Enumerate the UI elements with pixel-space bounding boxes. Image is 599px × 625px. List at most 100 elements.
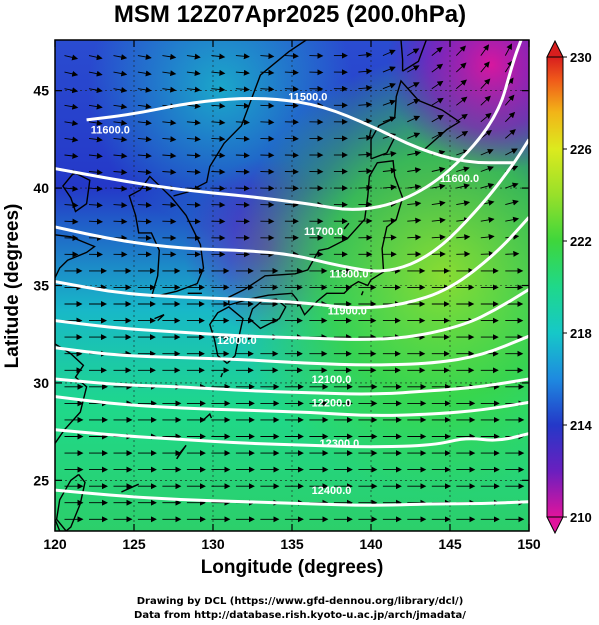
wind-vector — [480, 112, 492, 123]
wind-vector — [88, 70, 103, 77]
wind-vector — [137, 202, 152, 209]
coastline-segment — [400, 40, 404, 72]
wind-vector — [382, 99, 396, 106]
wind-vector — [505, 129, 516, 139]
wind-vector — [431, 131, 445, 139]
wind-vector — [162, 152, 177, 159]
wind-vector — [113, 136, 128, 143]
wind-vector — [235, 69, 250, 76]
y-tick-label: 40 — [33, 180, 49, 196]
coastline-segment — [402, 40, 427, 72]
wind-vector — [456, 234, 471, 241]
wind-vector — [480, 250, 495, 257]
wind-vector — [186, 185, 201, 192]
y-axis-ticks: 25 30 35 40 45 — [33, 83, 529, 488]
wind-vector — [456, 183, 470, 190]
wind-vector — [64, 54, 79, 61]
wind-vector — [382, 217, 397, 224]
wind-vector — [260, 53, 275, 60]
wind-vector — [162, 86, 177, 93]
colorbar-tick-label: 222 — [570, 234, 592, 249]
wind-vector — [64, 136, 79, 143]
wind-vector — [504, 94, 515, 106]
wind-vector — [186, 152, 201, 159]
x-tick-label: 145 — [438, 536, 462, 552]
wind-vector — [235, 119, 250, 126]
wind-vector — [407, 132, 421, 139]
wind-vector — [137, 169, 152, 176]
wind-vector — [235, 152, 250, 159]
wind-vector — [358, 85, 373, 92]
wind-vector — [235, 102, 250, 109]
x-tick-label: 140 — [359, 536, 383, 552]
wind-vector — [456, 79, 467, 90]
wind-vector — [358, 168, 373, 175]
wind-vector — [480, 233, 495, 240]
wind-vector — [162, 201, 177, 208]
wind-vector — [113, 54, 128, 61]
wind-vector — [235, 53, 250, 60]
wind-vector — [431, 80, 444, 90]
wind-vector — [113, 87, 128, 93]
colorbar-tick-label: 218 — [570, 326, 592, 341]
wind-vector — [88, 87, 103, 94]
wind-vector — [480, 149, 494, 156]
wind-vector — [113, 119, 128, 126]
wind-vector — [113, 152, 128, 159]
coastline-segment — [209, 306, 244, 364]
wind-vector — [382, 83, 396, 90]
wind-vector — [64, 185, 79, 192]
wind-vector — [137, 119, 152, 126]
wind-vector — [480, 78, 491, 90]
contour-line-12000 — [55, 334, 529, 367]
wind-vector — [358, 51, 373, 58]
wind-vector — [358, 134, 373, 141]
wind-vector — [186, 119, 201, 126]
wind-vector — [88, 202, 103, 209]
y-tick-label: 30 — [33, 375, 49, 391]
wind-vector — [162, 119, 177, 126]
wind-vector — [382, 184, 397, 191]
credit-line-1: Drawing by DCL (https://www.gfd-dennou.o… — [137, 596, 464, 607]
coastline-segment — [55, 473, 86, 531]
wind-vector — [480, 130, 493, 139]
contour-label: 11600.0 — [440, 173, 479, 185]
wind-vector — [407, 65, 420, 73]
wind-vector — [162, 136, 177, 143]
wind-vector — [211, 53, 226, 60]
wind-vector — [480, 95, 491, 106]
wind-vector — [211, 86, 226, 93]
x-tick-label: 125 — [122, 536, 146, 552]
wind-vector — [407, 115, 421, 123]
contour-line-12400 — [55, 488, 529, 507]
wind-vector — [505, 148, 518, 156]
wind-vector — [431, 217, 446, 224]
contour-labels: 11500.0 11600.0 11600.0 11700.0 11800.0 11900… — [91, 91, 479, 497]
wind-vector — [137, 152, 152, 159]
wind-vector — [211, 185, 226, 192]
wind-vector — [480, 216, 495, 223]
wind-vector — [260, 69, 275, 76]
wind-vector — [407, 99, 420, 106]
wind-vector — [407, 184, 422, 190]
wind-vector — [137, 103, 152, 110]
wind-vector — [113, 185, 128, 192]
wind-vector — [407, 234, 422, 241]
plot-area: 11500.0 11600.0 11600.0 11700.0 11800.0 11900… — [55, 40, 529, 531]
wind-vector — [186, 53, 201, 60]
coastline-segment — [154, 314, 165, 322]
y-tick-label: 25 — [33, 472, 49, 488]
colorbar-tick-label: 210 — [570, 510, 592, 525]
wind-vector — [284, 86, 299, 93]
wind-vector — [137, 136, 152, 143]
wind-vector — [88, 169, 103, 176]
wind-vector — [162, 53, 177, 60]
wind-vector — [260, 102, 275, 109]
wind-vector — [456, 166, 470, 173]
x-tick-label: 150 — [517, 536, 541, 552]
wind-vectors — [64, 43, 525, 523]
wind-vector — [431, 97, 444, 106]
wind-vector — [505, 182, 519, 189]
contour-line-12200 — [55, 395, 529, 417]
wind-vector — [382, 49, 396, 57]
